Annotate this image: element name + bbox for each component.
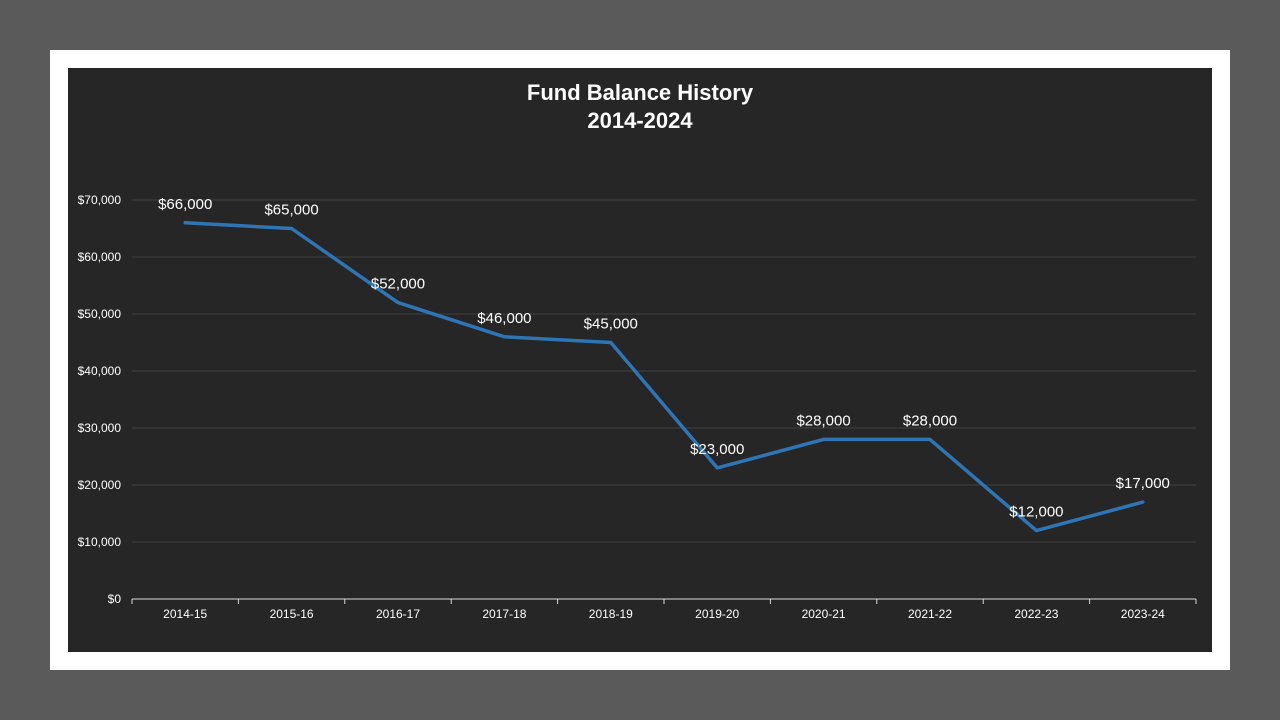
gridlines <box>132 199 1196 543</box>
y-tick-label: $50,000 <box>78 307 122 321</box>
data-label: $45,000 <box>584 316 638 333</box>
y-tick-label: $30,000 <box>78 421 122 435</box>
x-tick-label: 2016-17 <box>376 607 420 621</box>
data-label: $28,000 <box>796 412 850 429</box>
x-tick-label: 2021-22 <box>908 607 952 621</box>
x-axis <box>131 598 1197 604</box>
x-tick-label: 2018-19 <box>589 607 633 621</box>
chart-subtitle: 2014-2024 <box>587 108 693 133</box>
chart-title: Fund Balance History <box>526 80 754 105</box>
data-label: $23,000 <box>690 441 744 458</box>
y-tick-label: $0 <box>108 592 122 606</box>
y-tick-label: $10,000 <box>78 535 122 549</box>
data-label: $17,000 <box>1116 475 1170 492</box>
x-tick-label: 2017-18 <box>482 607 526 621</box>
y-tick-label: $40,000 <box>78 364 122 378</box>
x-axis-ticks: 2014-15 2015-16 2016-17 2017-18 2018-19 2019-… <box>163 607 1165 621</box>
x-tick-label: 2019-20 <box>695 607 739 621</box>
data-label: $66,000 <box>158 196 212 213</box>
chart-area <box>68 68 1212 652</box>
x-tick-label: 2022-23 <box>1014 607 1058 621</box>
y-tick-label: $60,000 <box>78 250 122 264</box>
data-label: $52,000 <box>371 276 425 293</box>
data-label: $65,000 <box>264 202 318 219</box>
x-tick-label: 2015-16 <box>270 607 314 621</box>
data-labels: $66,000 $65,000 $52,000 $46,000 $45,000 $23,0… <box>158 196 1170 521</box>
x-tick-label: 2014-15 <box>163 607 207 621</box>
series-line-group <box>183 221 1145 533</box>
x-tick-label: 2023-24 <box>1121 607 1165 621</box>
data-label: $46,000 <box>477 310 531 327</box>
y-tick-label: $20,000 <box>78 478 122 492</box>
y-axis-ticks: $0 $10,000 $20,000 $30,000 $40,000 $50,000 $60… <box>78 193 122 606</box>
data-label: $28,000 <box>903 412 957 429</box>
x-tick-label: 2020-21 <box>802 607 846 621</box>
series-line <box>183 221 1145 533</box>
data-label: $12,000 <box>1009 504 1063 521</box>
y-tick-label: $70,000 <box>78 193 122 207</box>
